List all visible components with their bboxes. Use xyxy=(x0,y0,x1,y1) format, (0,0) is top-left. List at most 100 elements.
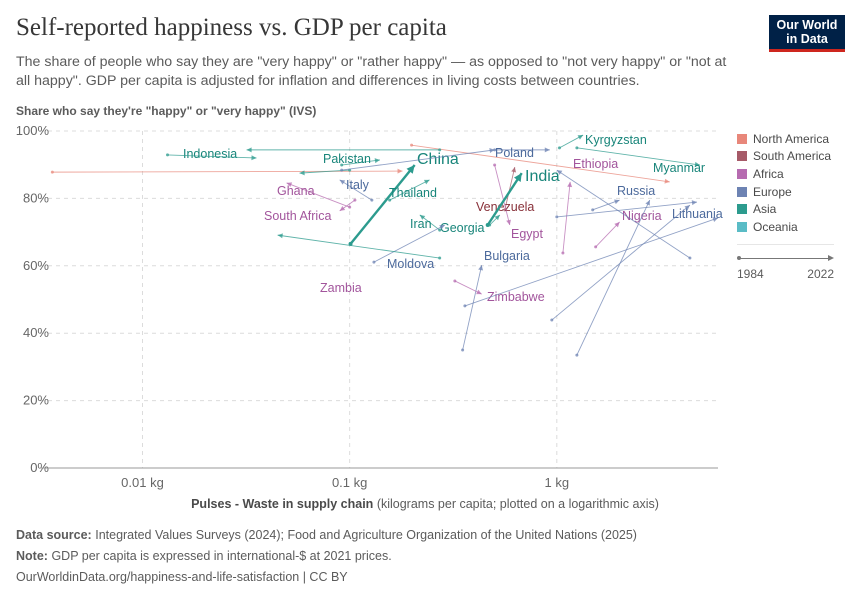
series-label-ghana[interactable]: Ghana xyxy=(277,184,315,198)
series-start-point-europe xyxy=(688,256,692,260)
y-axis-label: Share who say they're "happy" or "very h… xyxy=(16,104,317,118)
series-line-north-america xyxy=(411,144,670,183)
series-label-pakistan[interactable]: Pakistan xyxy=(323,152,371,166)
legend-item-asia[interactable]: Asia xyxy=(737,200,831,218)
series-arrowhead-ghana xyxy=(286,182,293,188)
series-start-point-pakistan xyxy=(340,163,344,167)
series-start-point-europe xyxy=(575,353,579,357)
series-line-europe xyxy=(576,199,651,356)
series-start-point-myanmar xyxy=(575,146,579,150)
y-tick-label: 100% xyxy=(16,123,50,138)
series-start-point-iran xyxy=(438,228,442,232)
series-arrowhead-ethiopia xyxy=(567,181,573,188)
series-line-asia xyxy=(277,234,440,259)
footer-url[interactable]: OurWorldinData.org/happiness-and-life-sa… xyxy=(16,570,348,584)
source-text[interactable]: Integrated Values Surveys (2024); Food a… xyxy=(95,528,637,542)
x-tick-label: 0.1 kg xyxy=(332,475,367,490)
series-label-georgia[interactable]: Georgia xyxy=(440,221,485,235)
series-arrowhead-europe xyxy=(712,217,718,222)
series-arrowhead-china xyxy=(406,165,415,174)
series-start-point-europe xyxy=(340,168,344,172)
legend-label: South America xyxy=(753,149,832,164)
series-start-point-thailand xyxy=(388,198,392,202)
legend-label: North America xyxy=(753,131,830,146)
series-start-point-lithuania xyxy=(555,215,559,219)
series-label-india[interactable]: India xyxy=(525,168,560,185)
chart-subtitle: The share of people who say they are "ve… xyxy=(16,54,727,89)
series-line-ghana xyxy=(286,182,350,208)
series-line-india xyxy=(486,172,523,226)
series-arrowhead-asia xyxy=(277,233,283,239)
y-tick-label: 0% xyxy=(30,460,49,475)
series-label-kyrgyzstan[interactable]: Kyrgyzstan xyxy=(585,133,647,147)
series-label-thailand[interactable]: Thailand xyxy=(389,186,437,200)
series-label-zimbabwe[interactable]: Zimbabwe xyxy=(487,290,545,304)
series-start-point-moldova xyxy=(372,260,376,264)
series-start-point-north-america xyxy=(50,170,54,174)
x-axis-label-main: Pulses - Waste in supply chain xyxy=(191,497,374,511)
legend-label: Asia xyxy=(753,202,777,217)
series-line-egypt xyxy=(494,164,511,226)
series-label-moldova[interactable]: Moldova xyxy=(387,257,434,271)
series-start-point-ghana xyxy=(348,205,352,209)
y-tick-label: 80% xyxy=(23,190,49,205)
series-label-italy[interactable]: Italy xyxy=(346,178,370,192)
series-start-point-kyrgyzstan xyxy=(557,146,561,150)
series-arrowhead-europe xyxy=(645,200,650,206)
series-start-point-russia xyxy=(591,208,595,212)
series-label-zambia[interactable]: Zambia xyxy=(320,281,362,295)
series-line-bulgaria xyxy=(462,265,483,351)
series-start-point-ethiopia xyxy=(561,251,565,255)
legend-item-europe[interactable]: Europe xyxy=(737,183,831,201)
series-start-point-south-africa xyxy=(353,198,357,202)
timeline-end: 2022 xyxy=(807,267,834,281)
series-arrowhead-italy xyxy=(339,179,346,185)
series-arrowhead-nigeria xyxy=(614,221,620,228)
series-line-italy xyxy=(339,179,373,201)
timeline-arrow-icon xyxy=(737,255,834,263)
legend-item-oceania[interactable]: Oceania xyxy=(737,218,831,236)
series-label-bulgaria[interactable]: Bulgaria xyxy=(484,249,530,263)
series-label-poland[interactable]: Poland xyxy=(495,146,534,160)
series-arrowhead-thailand xyxy=(423,179,430,185)
legend-item-south-america[interactable]: South America xyxy=(737,148,831,166)
series-label-indonesia[interactable]: Indonesia xyxy=(183,147,237,161)
note-text: GDP per capita is expressed in internati… xyxy=(51,549,392,563)
series-arrowhead-bulgaria xyxy=(478,265,484,271)
y-tick-label: 40% xyxy=(23,325,49,340)
series-line-venezuela xyxy=(504,166,516,210)
series-start-point-italy xyxy=(370,198,374,202)
series-label-china[interactable]: China xyxy=(417,151,459,168)
legend-item-north-america[interactable]: North America xyxy=(737,130,831,148)
series-start-point-europe xyxy=(550,318,554,322)
series-arrowhead-indonesia xyxy=(246,147,252,153)
series-arrowhead-egypt xyxy=(506,219,511,226)
series-label-lithuania[interactable]: Lithuania xyxy=(672,207,723,221)
series-label-russia[interactable]: Russia xyxy=(617,184,655,198)
series-arrowhead-iran xyxy=(419,214,426,220)
series-arrowhead-europe xyxy=(489,148,495,154)
series-label-myanmar[interactable]: Myanmar xyxy=(653,161,705,175)
legend-label: Africa xyxy=(753,166,784,181)
series-label-ethiopia[interactable]: Ethiopia xyxy=(573,157,618,171)
series-label-iran[interactable]: Iran xyxy=(410,217,432,231)
x-tick-label: 0.01 kg xyxy=(121,475,164,490)
series-label-egypt[interactable]: Egypt xyxy=(511,227,543,241)
series-arrowhead-pakistan xyxy=(374,158,380,164)
series-arrowhead-poland xyxy=(544,147,550,153)
series-arrowhead-asia xyxy=(299,170,305,176)
x-axis-label-unit: (kilograms per capita; plotted on a loga… xyxy=(376,497,659,511)
owid-logo[interactable]: Our World in Data xyxy=(769,15,845,52)
legend-item-africa[interactable]: Africa xyxy=(737,165,831,183)
series-arrowhead-north-america xyxy=(664,178,670,184)
series-start-point-egypt xyxy=(493,163,497,167)
series-label-south-africa[interactable]: South Africa xyxy=(264,209,331,223)
data-source: Data source: Integrated Values Surveys (… xyxy=(16,528,637,542)
series-arrowhead-asia xyxy=(251,155,257,161)
series-start-point-indonesia xyxy=(438,148,442,152)
swatch-asia xyxy=(737,204,747,215)
series-arrowhead-zimbabwe xyxy=(476,289,482,295)
legend-label: Oceania xyxy=(753,219,798,234)
series-line-nigeria xyxy=(595,221,620,248)
x-axis-label: Pulses - Waste in supply chain (kilogram… xyxy=(0,497,850,511)
